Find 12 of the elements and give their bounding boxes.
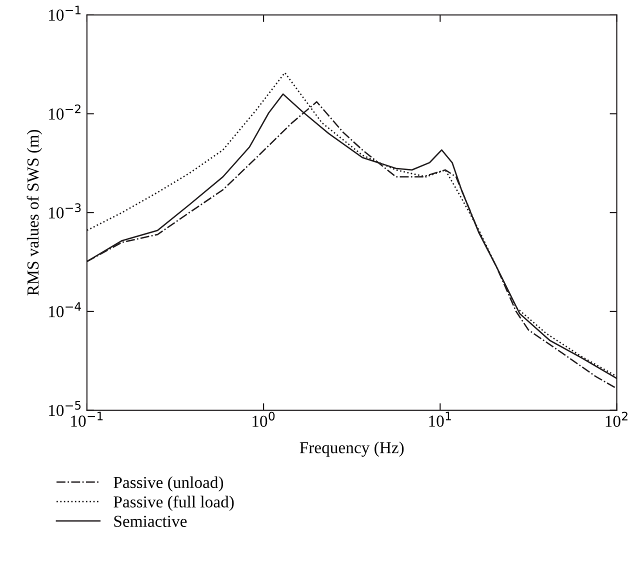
x-tick-label: 10$^{1}$ bbox=[429, 412, 451, 427]
x-axis-title: Frequency (Hz) bbox=[300, 442, 404, 457]
y-axis-title: RMS values of SWS (m) bbox=[26, 130, 42, 296]
y-tick-label: 10$^{−2}$ bbox=[49, 104, 80, 120]
y-tick-label: 10$^{−3}$ bbox=[49, 203, 81, 219]
y-tick-label: 10$^{−1}$ bbox=[49, 6, 81, 21]
x-tick-label: 10$^{2}$ bbox=[606, 412, 628, 427]
y-tick-label: 10$^{−4}$ bbox=[49, 302, 81, 318]
legend-label: Semiactive bbox=[114, 516, 187, 527]
legend-label: Passive (unload) bbox=[114, 476, 224, 492]
x-tick-label: 10$^{0}$ bbox=[252, 412, 275, 427]
legend-label: Passive (full load) bbox=[114, 496, 234, 511]
